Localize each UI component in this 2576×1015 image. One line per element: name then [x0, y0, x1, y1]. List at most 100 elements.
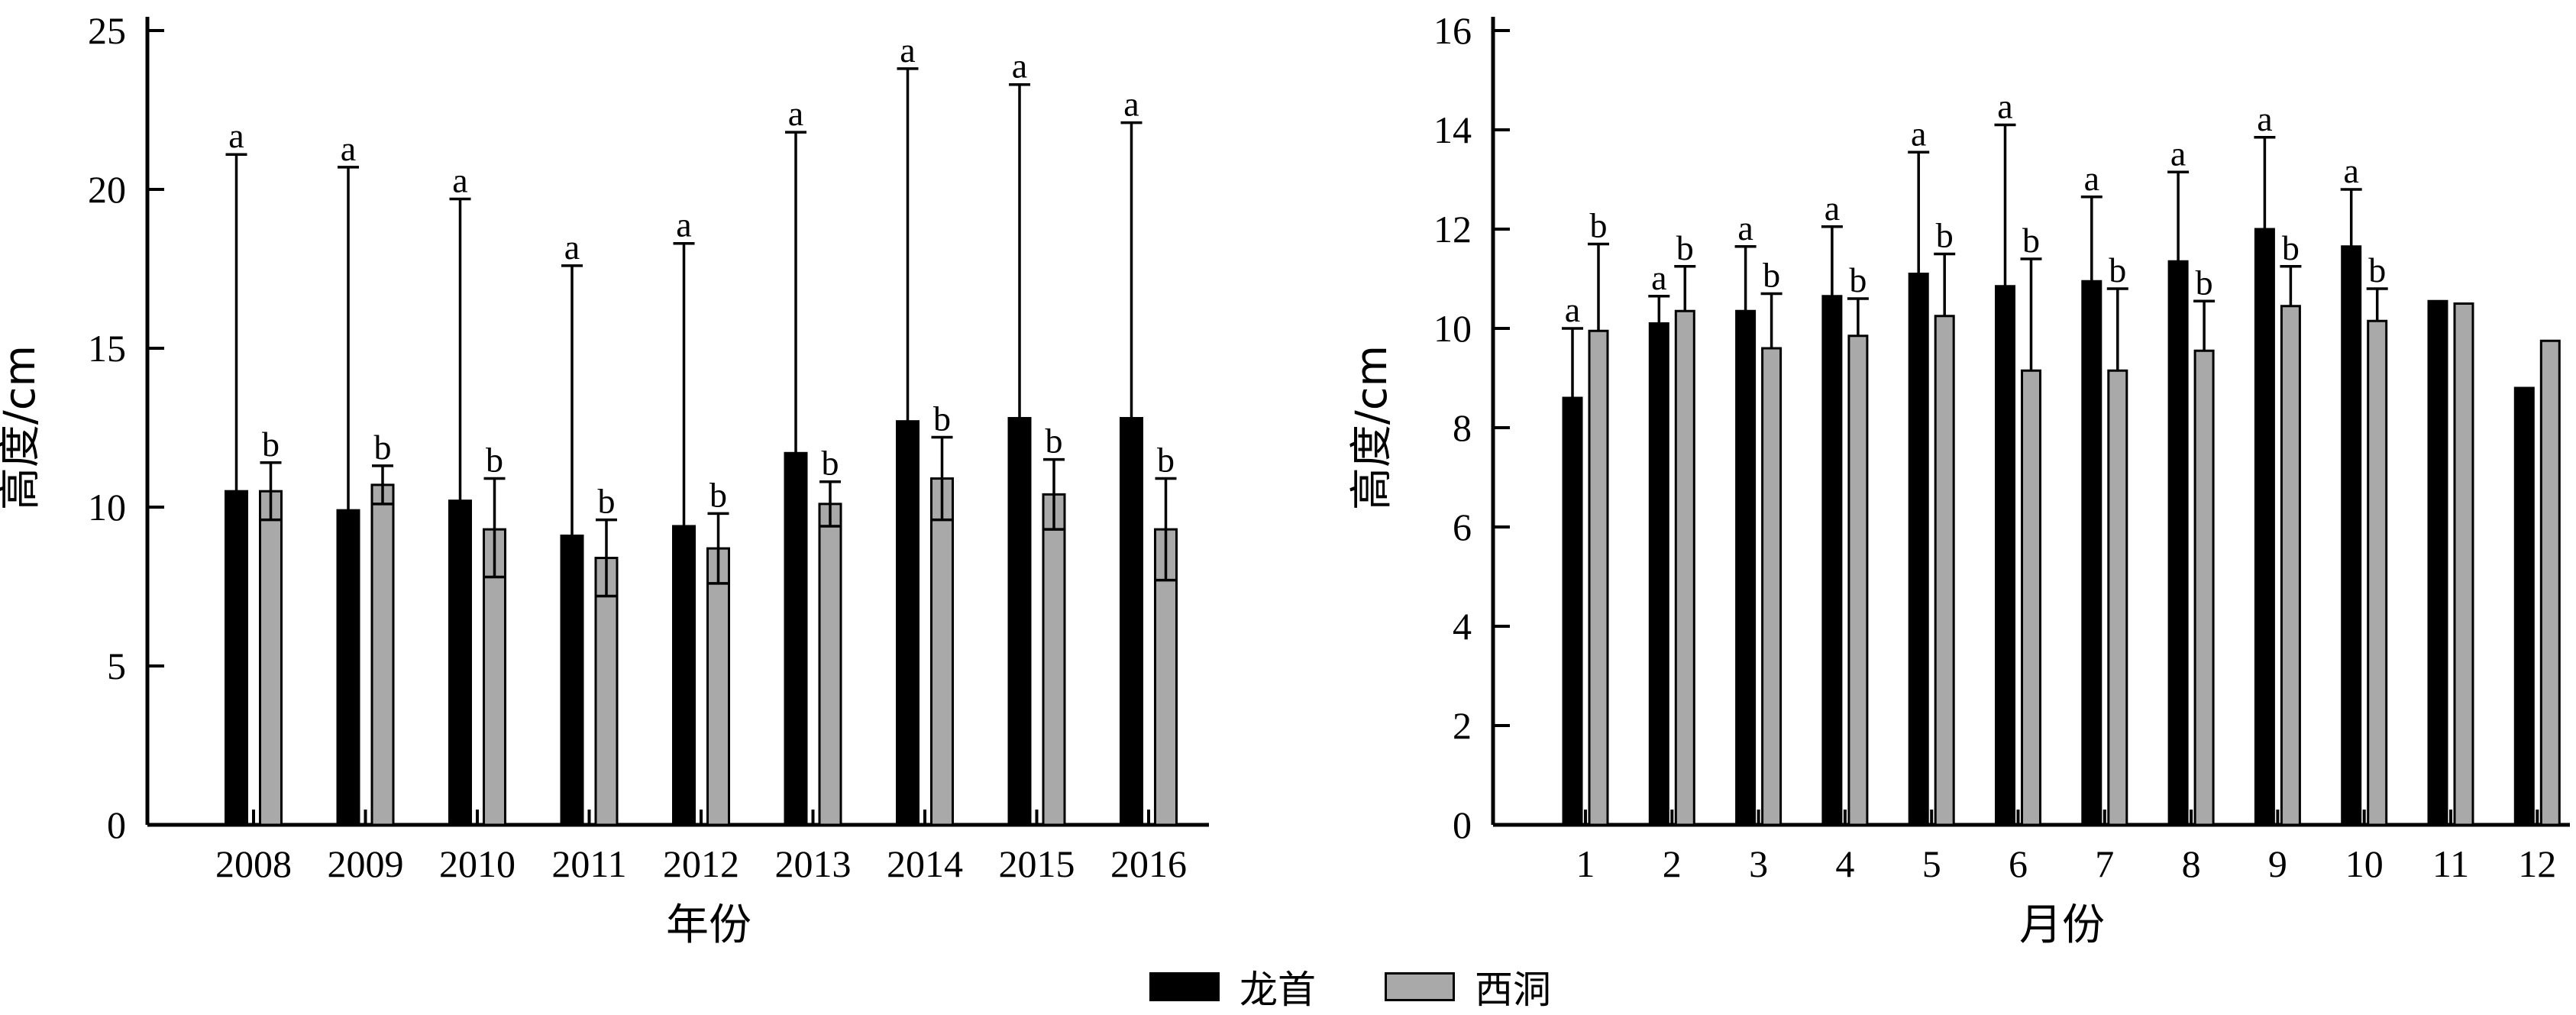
x-tick-label: 9 — [2268, 842, 2287, 885]
significance-label: a — [788, 94, 803, 133]
x-tick-label: 2011 — [551, 842, 626, 885]
x-tick-label: 2 — [1663, 842, 1682, 885]
y-tick-label: 10 — [1433, 307, 1472, 350]
legend-item-series-2: 西洞 — [1385, 959, 1551, 1014]
significance-label: b — [1849, 260, 1867, 299]
legend-item-series-1: 龙首 — [1149, 959, 1316, 1014]
bar-series-1 — [2513, 386, 2535, 826]
y-tick-label: 8 — [1453, 406, 1472, 449]
x-tick-label: 7 — [2095, 842, 2114, 885]
significance-label: a — [452, 160, 467, 199]
significance-label: a — [1012, 47, 1027, 86]
significance-label: a — [676, 205, 691, 244]
significance-label: b — [933, 399, 951, 438]
significance-label: a — [900, 31, 915, 69]
legend-swatch-series-1 — [1149, 972, 1220, 1001]
x-tick-label: 10 — [2345, 842, 2384, 885]
bar-series-2 — [2453, 302, 2474, 826]
bar-series-1 — [448, 499, 472, 826]
bar-series-2 — [1588, 329, 1609, 826]
y-tick-label: 0 — [1453, 803, 1472, 846]
significance-label: b — [1590, 206, 1608, 245]
significance-label: a — [2170, 134, 2186, 173]
x-tick-label: 2008 — [215, 842, 292, 885]
significance-label: a — [1123, 85, 1139, 124]
significance-label: b — [1157, 441, 1175, 480]
significance-label: b — [822, 444, 839, 483]
y-tick-label: 16 — [1433, 9, 1472, 52]
x-axis-title: 月份 — [2019, 900, 2105, 950]
bar-series-1 — [2167, 260, 2189, 826]
significance-label: a — [1651, 258, 1666, 297]
legend-swatch-series-2 — [1385, 972, 1455, 1001]
bar-series-1 — [2081, 280, 2102, 826]
bar-series-1 — [1007, 417, 1032, 826]
significance-label: b — [486, 441, 503, 480]
y-tick-label: 25 — [88, 9, 126, 52]
x-tick-label: 2016 — [1110, 842, 1187, 885]
y-tick-label: 15 — [88, 327, 126, 370]
significance-label: b — [1763, 256, 1780, 295]
bar-series-1 — [1995, 285, 2015, 826]
bar-series-1 — [1908, 273, 1929, 826]
bar-series-2 — [1934, 315, 1955, 826]
x-tick-label: 2015 — [999, 842, 1075, 885]
bar-series-1 — [672, 525, 696, 826]
x-tick-label: 6 — [2009, 842, 2028, 885]
bar-series-1 — [225, 490, 248, 826]
significance-label: a — [2343, 151, 2358, 190]
bar-series-2 — [2193, 349, 2215, 826]
bar-series-1 — [2341, 245, 2362, 826]
x-tick-label: 2014 — [887, 842, 963, 885]
bar-series-2 — [2021, 369, 2041, 826]
bar-series-2 — [2107, 369, 2128, 826]
significance-label: a — [1737, 208, 1753, 247]
significance-label: b — [374, 428, 392, 467]
x-axis-title: 年份 — [666, 900, 751, 950]
bar-series-2 — [1761, 347, 1783, 826]
bar-series-2 — [930, 477, 954, 826]
y-tick-label: 6 — [1453, 506, 1472, 548]
x-tick-label: 4 — [1835, 842, 1854, 885]
bar-series-1 — [1648, 322, 1669, 826]
bar-series-2 — [706, 547, 730, 826]
bar-series-1 — [1735, 309, 1757, 826]
yearly-height-chart: 0 5 10 15 20 25 高度/cm 年份 2008 a b 2009 a b 2010 a b 2011 a… — [0, 9, 1209, 950]
bar-series-1 — [784, 451, 808, 826]
significance-label: a — [2257, 99, 2272, 138]
bar-series-1 — [1120, 417, 1143, 826]
bar-series-2 — [2280, 305, 2301, 826]
bar-series-2 — [1674, 309, 1695, 826]
x-tick-label: 2013 — [775, 842, 852, 885]
legend-label-series-2: 西洞 — [1475, 968, 1551, 1012]
significance-label: b — [2109, 251, 2126, 289]
x-tick-label: 11 — [2432, 842, 2469, 885]
significance-label: b — [2022, 221, 2040, 260]
significance-label: a — [1565, 290, 1580, 329]
significance-label: a — [564, 228, 580, 267]
significance-label: b — [1046, 422, 1063, 461]
significance-label: b — [1936, 216, 1954, 255]
significance-label: b — [2196, 263, 2213, 302]
y-tick-label: 10 — [88, 486, 126, 529]
bar-series-1 — [560, 534, 584, 826]
monthly-height-chart: 0246810121416高度/cm月份1ab2ab3ab4ab5ab6ab7a… — [1347, 9, 2570, 950]
y-tick-label: 2 — [1453, 704, 1472, 747]
y-tick-label: 4 — [1453, 605, 1472, 648]
significance-label: a — [2084, 159, 2099, 198]
x-tick-label: 12 — [2518, 842, 2556, 885]
significance-label: a — [1911, 114, 1926, 153]
significance-label: b — [709, 475, 727, 514]
bar-series-1 — [336, 509, 360, 826]
legend-label-series-1: 龙首 — [1240, 968, 1316, 1012]
y-tick-label: 5 — [107, 645, 126, 687]
x-tick-label: 8 — [2182, 842, 2201, 885]
bar-series-2 — [2367, 319, 2388, 826]
x-tick-label: 3 — [1749, 842, 1768, 885]
y-tick-label: 14 — [1433, 108, 1472, 151]
significance-label: a — [228, 116, 244, 155]
x-tick-label: 5 — [1922, 842, 1941, 885]
bar-series-1 — [1821, 295, 1843, 826]
significance-label: b — [598, 482, 616, 521]
